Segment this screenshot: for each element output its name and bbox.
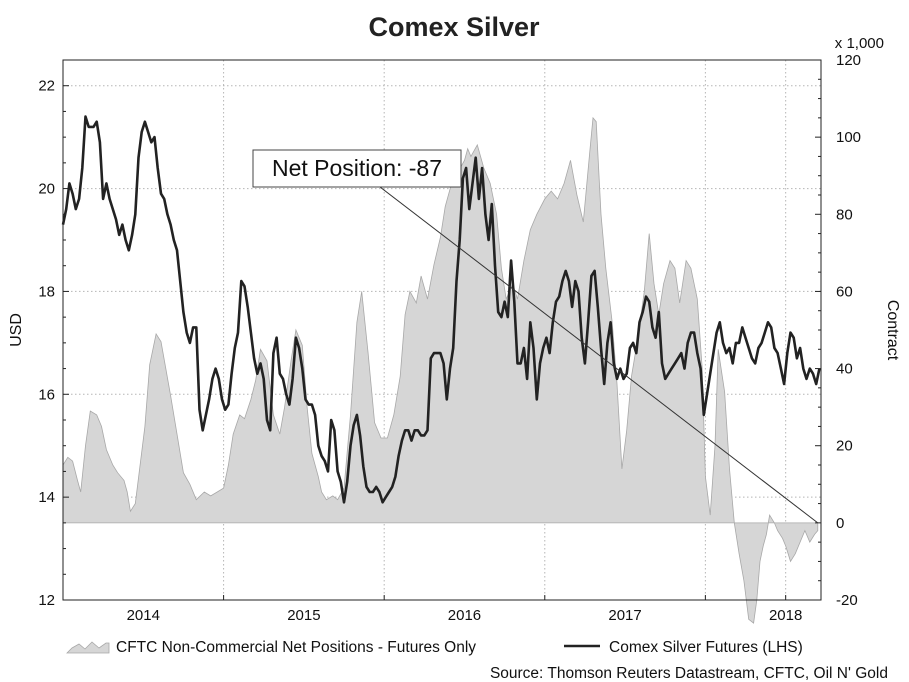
x-tick-label: 2014 bbox=[127, 607, 160, 624]
left-tick-label: 22 bbox=[38, 78, 55, 95]
right-tick-label: 20 bbox=[836, 438, 853, 455]
callout-box bbox=[252, 149, 462, 188]
legend: CFTC Non-Commercial Net Positions - Futu… bbox=[66, 639, 803, 656]
callout-label: Net Position: -87 bbox=[272, 155, 442, 181]
right-axis-title: Contract bbox=[884, 300, 901, 361]
right-tick-label: -20 bbox=[836, 592, 858, 609]
legend-label-net-positions: CFTC Non-Commercial Net Positions - Futu… bbox=[116, 639, 476, 656]
left-tick-label: 18 bbox=[38, 283, 55, 300]
right-axis: -20 0 20 40 60 80 100 120 bbox=[815, 52, 861, 609]
silver-price-line bbox=[61, 115, 821, 504]
right-tick-label: 40 bbox=[836, 361, 853, 378]
chart-title: Comex Silver bbox=[368, 12, 540, 42]
left-axis-title: USD bbox=[8, 313, 25, 347]
right-tick-label: 120 bbox=[836, 52, 861, 69]
x-tick-label: 2015 bbox=[287, 607, 320, 624]
left-tick-label: 16 bbox=[38, 386, 55, 403]
right-tick-label: 100 bbox=[836, 129, 861, 146]
legend-label-silver-futures: Comex Silver Futures (LHS) bbox=[609, 639, 803, 656]
x-tick-label: 2017 bbox=[608, 607, 641, 624]
left-tick-label: 20 bbox=[38, 181, 55, 198]
x-axis: 2014 2015 2016 2017 2018 bbox=[62, 595, 802, 624]
right-tick-label: 0 bbox=[836, 515, 844, 532]
net-positions-area bbox=[62, 116, 819, 624]
right-tick-label: 60 bbox=[836, 283, 853, 300]
left-axis: 12 14 16 18 20 22 bbox=[38, 78, 69, 609]
left-tick-label: 12 bbox=[38, 592, 55, 609]
callout-leader-line bbox=[379, 186, 819, 524]
x-tick-label: 2018 bbox=[769, 607, 802, 624]
source-note: Source: Thomson Reuters Datastream, CFTC… bbox=[490, 665, 888, 682]
legend-area-swatch bbox=[66, 641, 110, 654]
x-tick-label: 2016 bbox=[448, 607, 481, 624]
left-tick-label: 14 bbox=[38, 489, 55, 506]
right-tick-label: 80 bbox=[836, 206, 853, 223]
right-axis-unit: x 1,000 bbox=[835, 35, 884, 52]
